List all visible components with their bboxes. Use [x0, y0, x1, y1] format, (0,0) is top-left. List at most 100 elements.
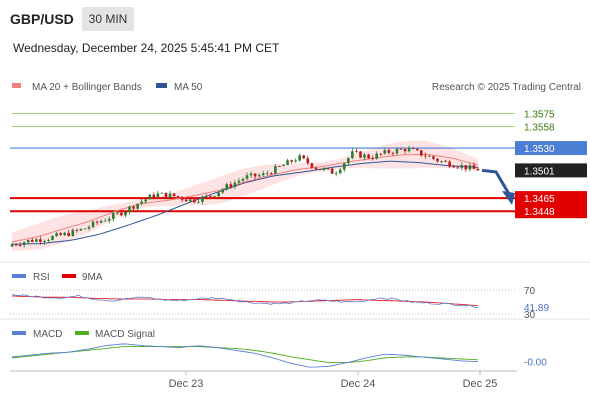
legend-macd-signal-label: MACD Signal — [95, 329, 155, 340]
candle — [35, 237, 38, 243]
candle-body — [432, 156, 435, 159]
candle-body — [424, 155, 427, 157]
candle-body — [26, 239, 30, 243]
candle-body — [249, 173, 253, 176]
candle-body — [35, 239, 38, 242]
candle — [63, 231, 66, 237]
candle-body — [184, 199, 188, 202]
candle-body — [245, 175, 249, 179]
candle-body — [314, 167, 318, 170]
candle — [51, 235, 54, 241]
candle-body — [95, 221, 99, 223]
candle — [411, 146, 415, 150]
candle-body — [342, 163, 346, 170]
candle — [30, 237, 34, 243]
candle — [274, 164, 277, 175]
candle-body — [440, 161, 443, 163]
candle-body — [112, 213, 115, 219]
legend-rsi-ma-label: 9MA — [82, 272, 103, 283]
timeframe-button[interactable]: 30 MIN — [82, 7, 134, 31]
rsi-ma-path — [11, 295, 479, 306]
level-label-1.3501: 1.3501 — [515, 163, 587, 178]
macd-panel: MACD MACD Signal -0.00 — [11, 329, 547, 369]
candle — [363, 152, 366, 161]
candle-body — [306, 158, 310, 164]
candle-body — [359, 151, 362, 158]
candle — [188, 199, 192, 203]
candle-body — [407, 148, 411, 152]
symbol-title: GBP/USD — [10, 11, 74, 27]
candle-body — [59, 233, 62, 236]
candle-body — [55, 233, 58, 237]
candle — [399, 147, 403, 150]
legend-ma50-label: MA 50 — [174, 82, 203, 93]
candle-body — [464, 165, 468, 170]
candle-body — [18, 245, 22, 246]
candle-body — [176, 196, 180, 198]
candle — [257, 173, 261, 178]
candle-body — [156, 193, 160, 198]
candle-body — [148, 194, 152, 200]
candle — [217, 192, 220, 198]
forecast-arrow — [481, 168, 515, 205]
candle-body — [286, 160, 289, 165]
candle-body — [298, 155, 302, 161]
level-label-1.3575: 1.3575 — [524, 109, 555, 120]
candle-body — [330, 168, 334, 174]
macd-lines: -0.00 — [11, 343, 547, 369]
candle — [180, 196, 184, 203]
time-axis: Dec 23 Dec 24 Dec 25 — [10, 370, 517, 390]
candle — [99, 219, 103, 224]
candle-body — [318, 169, 322, 170]
candle-body — [351, 151, 354, 159]
candle-body — [391, 152, 395, 154]
forecast-arrow-head — [502, 190, 515, 205]
candle-body — [87, 226, 91, 229]
candle — [124, 210, 127, 218]
candle-body — [237, 180, 241, 183]
candle-body — [428, 156, 431, 158]
ma20-line — [11, 153, 479, 243]
level-label-text: 1.3465 — [524, 194, 555, 205]
candle-body — [338, 169, 342, 174]
level-label-1.3448: 1.3448 — [515, 204, 587, 219]
candle-body — [334, 173, 338, 175]
candle-body — [172, 193, 176, 197]
rsi-level-label: 30 — [524, 310, 536, 321]
legend-macd-signal-swatch — [75, 331, 89, 335]
candle-body — [39, 239, 42, 242]
rsi-path — [11, 294, 479, 309]
candle — [375, 151, 378, 160]
candle — [132, 205, 135, 211]
candle — [213, 195, 216, 198]
candle — [26, 239, 30, 244]
level-labels: 1.3575 1.3558 1.3530 1.3501 1.3465 1.3448 — [515, 109, 587, 219]
candle-body — [160, 192, 164, 194]
candle — [387, 148, 391, 155]
candle-body — [383, 150, 387, 154]
candle-body — [116, 212, 119, 214]
candle — [355, 148, 358, 153]
candle — [209, 195, 212, 200]
candle — [464, 165, 468, 172]
candle — [112, 210, 115, 222]
candle — [448, 160, 451, 169]
candle-body — [379, 153, 383, 155]
candle — [322, 167, 326, 172]
candle — [476, 167, 480, 171]
candle — [144, 199, 148, 205]
candle — [440, 160, 443, 164]
candle — [39, 236, 42, 245]
candle — [270, 172, 273, 176]
candle-body — [128, 206, 131, 212]
candle-body — [136, 203, 139, 209]
candle-body — [265, 173, 269, 175]
candle-body — [10, 244, 14, 247]
macd-current-label: -0.00 — [524, 358, 547, 369]
candle — [468, 162, 472, 172]
candle — [10, 242, 14, 247]
candle — [75, 228, 79, 233]
candle-body — [253, 173, 257, 177]
candle-body — [103, 220, 107, 222]
